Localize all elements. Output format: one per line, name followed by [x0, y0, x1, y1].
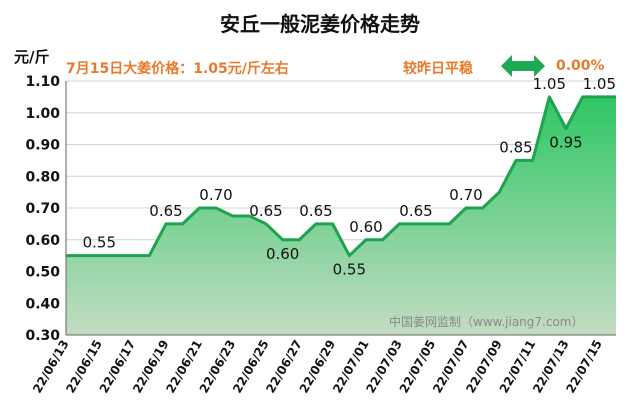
data-label: 1.05	[583, 75, 616, 93]
y-tick-label: 0.30	[25, 328, 60, 344]
y-tick-label: 0.40	[25, 296, 60, 312]
data-label: 0.70	[449, 186, 482, 204]
data-label: 0.85	[499, 138, 532, 156]
data-label: 0.70	[199, 186, 232, 204]
compare-value: 0.00%	[556, 58, 605, 74]
data-label: 0.60	[349, 218, 382, 236]
price-area	[66, 96, 616, 335]
data-label: 0.55	[83, 234, 116, 252]
y-axis-unit: 元/斤	[14, 48, 50, 66]
y-tick-label: 0.50	[25, 265, 60, 281]
data-label: 0.55	[333, 261, 366, 279]
y-tick-label: 0.80	[25, 169, 60, 185]
price-note: 7月15日大姜价格：1.05元/斤左右	[66, 61, 289, 77]
watermark: 中国姜网监制（www.jiang7.com）	[389, 315, 584, 329]
compare-label: 较昨日平稳	[403, 61, 473, 77]
data-label: 0.65	[149, 202, 182, 220]
data-label: 0.65	[299, 202, 332, 220]
data-label: 0.65	[249, 202, 282, 220]
y-tick-label: 1.00	[25, 106, 60, 122]
y-tick-label: 0.60	[25, 233, 60, 249]
price-line	[66, 95, 616, 258]
double-arrow-icon	[501, 55, 545, 77]
data-label: 0.65	[399, 202, 432, 220]
y-tick-label: 0.70	[25, 201, 60, 217]
data-label: 1.05	[533, 75, 566, 93]
data-label: 0.95	[549, 134, 582, 152]
y-tick-label: 0.90	[25, 138, 60, 154]
chart-title: 安丘一般泥姜价格走势	[220, 12, 420, 36]
y-tick-label: 1.10	[25, 74, 60, 90]
data-label: 0.60	[266, 245, 299, 263]
